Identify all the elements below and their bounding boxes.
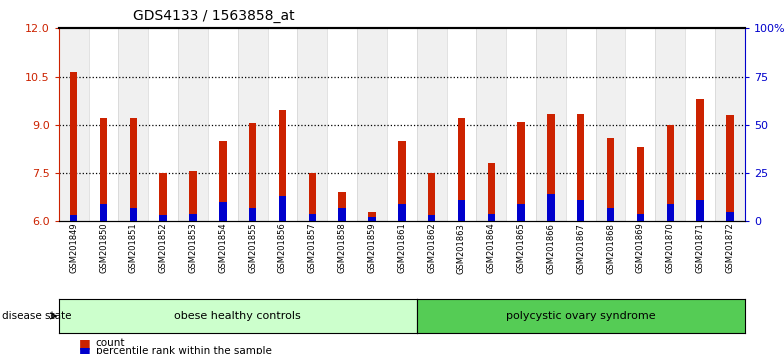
Bar: [655, 28, 685, 221]
Bar: [637, 147, 644, 221]
Bar: [309, 173, 316, 221]
Bar: [118, 28, 148, 221]
Bar: [547, 114, 554, 221]
Bar: [607, 138, 615, 221]
Bar: [189, 213, 197, 221]
Bar: [596, 28, 626, 221]
Bar: [129, 208, 137, 221]
Bar: [339, 192, 346, 221]
Bar: [189, 171, 197, 221]
Bar: [715, 28, 745, 221]
Bar: [417, 28, 447, 221]
Bar: [666, 125, 674, 221]
Bar: [129, 118, 137, 221]
Bar: [626, 28, 655, 221]
Bar: [488, 164, 495, 221]
Bar: [208, 28, 238, 221]
Bar: [148, 28, 178, 221]
Bar: [447, 28, 477, 221]
Bar: [458, 118, 465, 221]
Bar: [458, 200, 465, 221]
Bar: [100, 204, 107, 221]
Bar: [398, 204, 405, 221]
Text: disease state: disease state: [2, 311, 71, 321]
Bar: [327, 28, 357, 221]
Bar: [100, 118, 107, 221]
Bar: [368, 217, 376, 221]
Text: count: count: [96, 338, 125, 348]
Text: polycystic ovary syndrome: polycystic ovary syndrome: [506, 311, 655, 321]
Bar: [59, 28, 89, 221]
Bar: [428, 173, 435, 221]
Bar: [696, 200, 704, 221]
Bar: [696, 99, 704, 221]
Bar: [666, 204, 674, 221]
Bar: [488, 213, 495, 221]
Bar: [726, 212, 734, 221]
Bar: [368, 212, 376, 221]
Bar: [357, 28, 387, 221]
Bar: [517, 204, 524, 221]
Bar: [219, 141, 227, 221]
Bar: [297, 28, 327, 221]
Bar: [279, 196, 286, 221]
Text: ■: ■: [78, 345, 90, 354]
Bar: [309, 213, 316, 221]
Bar: [577, 200, 585, 221]
Bar: [219, 202, 227, 221]
Bar: [428, 216, 435, 221]
Text: percentile rank within the sample: percentile rank within the sample: [96, 346, 271, 354]
Bar: [339, 208, 346, 221]
Bar: [70, 216, 78, 221]
Bar: [178, 28, 208, 221]
Text: ■: ■: [78, 337, 90, 350]
Bar: [398, 141, 405, 221]
Bar: [726, 115, 734, 221]
Bar: [566, 28, 596, 221]
Bar: [685, 28, 715, 221]
Bar: [547, 194, 554, 221]
Text: obese healthy controls: obese healthy controls: [174, 311, 301, 321]
Bar: [279, 110, 286, 221]
Bar: [249, 208, 256, 221]
Bar: [159, 216, 167, 221]
Bar: [267, 28, 297, 221]
Bar: [506, 28, 536, 221]
Bar: [387, 28, 417, 221]
Text: GDS4133 / 1563858_at: GDS4133 / 1563858_at: [133, 9, 295, 23]
Bar: [477, 28, 506, 221]
Bar: [536, 28, 566, 221]
Bar: [159, 173, 167, 221]
Bar: [637, 213, 644, 221]
Bar: [577, 114, 585, 221]
Bar: [238, 28, 267, 221]
Bar: [249, 123, 256, 221]
Bar: [607, 208, 615, 221]
Bar: [517, 121, 524, 221]
Bar: [89, 28, 118, 221]
Bar: [70, 72, 78, 221]
